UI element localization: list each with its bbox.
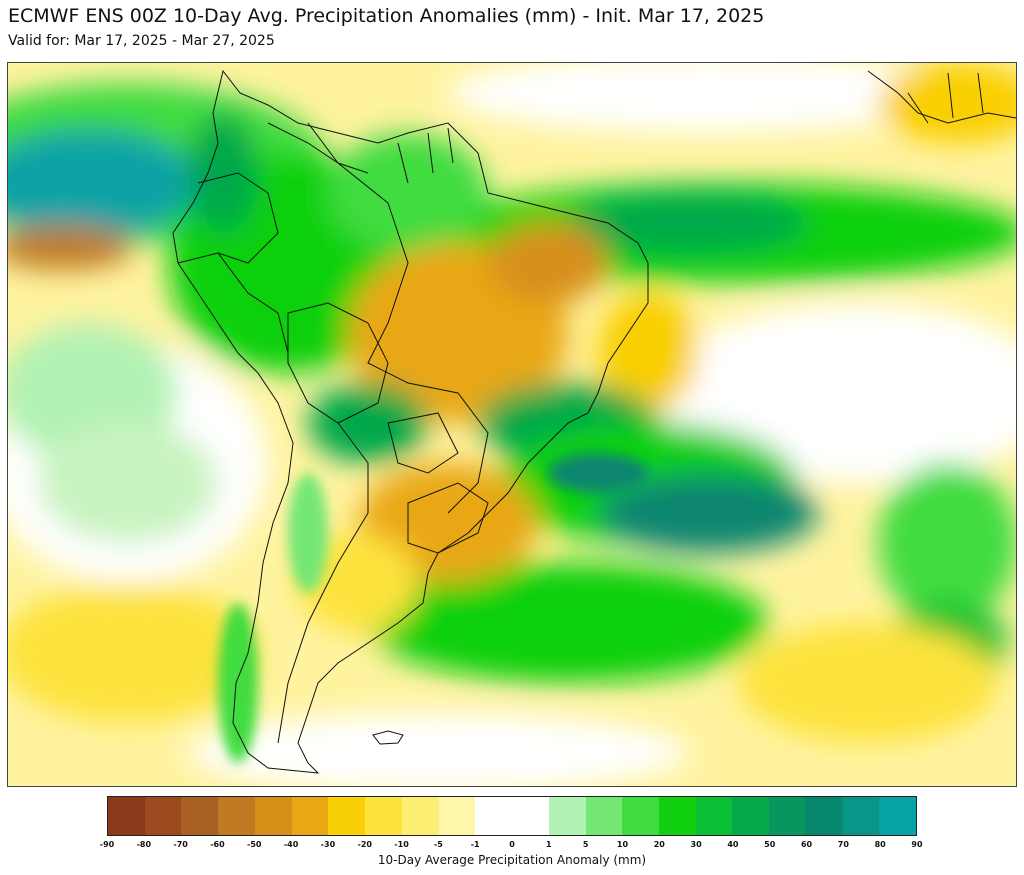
color-scale-tick: -30 bbox=[320, 840, 336, 849]
bolivia-border bbox=[287, 302, 389, 424]
color-scale-tick: -10 bbox=[394, 840, 409, 849]
color-scale-tick: -5 bbox=[433, 840, 443, 849]
color-scale-tick: 90 bbox=[911, 840, 923, 849]
guiana-borders bbox=[397, 127, 454, 184]
color-scale-tick: 5 bbox=[582, 840, 589, 849]
color-scale-tick: 20 bbox=[653, 840, 665, 849]
venezuela-border bbox=[267, 122, 369, 174]
africa-borders bbox=[907, 72, 984, 124]
chart-title: ECMWF ENS 00Z 10-Day Avg. Precipitation … bbox=[8, 5, 765, 27]
color-scale-bar bbox=[107, 796, 917, 836]
peru-border bbox=[177, 252, 289, 354]
color-swatch bbox=[622, 797, 660, 835]
color-scale-label: 10-Day Average Precipitation Anomaly (mm… bbox=[377, 853, 647, 867]
color-swatch bbox=[144, 797, 182, 835]
color-scale-tick: 50 bbox=[764, 840, 776, 849]
color-scale-tick: -20 bbox=[357, 840, 372, 849]
color-scale-tick: -90 bbox=[99, 840, 115, 849]
valid-period: Valid for: Mar 17, 2025 - Mar 27, 2025 bbox=[8, 33, 275, 49]
color-scale-tick: -1 bbox=[470, 840, 480, 849]
color-scale-tick: 30 bbox=[690, 840, 702, 849]
color-swatch bbox=[769, 797, 806, 835]
color-scale-tick: 70 bbox=[837, 840, 849, 849]
brazil-border bbox=[307, 122, 489, 514]
color-swatch bbox=[291, 797, 329, 835]
falkland-islands bbox=[372, 730, 404, 745]
paraguay-border bbox=[387, 412, 459, 474]
color-scale-ticks: -90 -80 -70 -60 -50 -40 -30 -20 -10 -5 -1 0 1 5 10 20 30… bbox=[100, 840, 923, 852]
colombia-border bbox=[197, 172, 279, 264]
color-swatch bbox=[108, 797, 145, 835]
color-swatch bbox=[842, 797, 880, 835]
africa-coastline bbox=[867, 70, 1016, 124]
argentina-border bbox=[277, 422, 369, 744]
color-scale-tick: -40 bbox=[283, 840, 299, 849]
color-swatch bbox=[512, 797, 549, 835]
color-scale-tick: -50 bbox=[247, 840, 262, 849]
color-scale-tick: 1 bbox=[546, 840, 552, 849]
color-scale-tick: 40 bbox=[727, 840, 739, 849]
color-swatch bbox=[548, 797, 586, 835]
anomaly-field bbox=[8, 63, 1016, 786]
uruguay-border bbox=[407, 482, 489, 554]
color-swatch bbox=[805, 797, 843, 835]
color-scale-tick: 60 bbox=[800, 840, 813, 849]
color-scale-tick: -80 bbox=[136, 840, 152, 849]
color-swatch bbox=[585, 797, 623, 835]
color-scale-tick: -70 bbox=[173, 840, 188, 849]
color-swatch bbox=[438, 797, 476, 835]
color-swatch bbox=[401, 797, 439, 835]
color-swatch bbox=[475, 797, 513, 835]
color-swatch bbox=[695, 797, 733, 835]
color-swatch bbox=[328, 797, 366, 835]
south-america-coastline bbox=[172, 69, 649, 774]
color-swatch bbox=[879, 797, 917, 835]
color-swatch bbox=[218, 797, 255, 835]
color-scale-tick: 80 bbox=[874, 840, 886, 849]
color-swatch bbox=[659, 797, 696, 835]
precipitation-anomaly-map bbox=[7, 62, 1017, 787]
color-swatch bbox=[732, 797, 770, 835]
country-borders bbox=[172, 69, 1016, 774]
color-scale-tick: 10 bbox=[616, 840, 629, 849]
color-swatch bbox=[365, 797, 402, 835]
color-swatch bbox=[254, 797, 292, 835]
color-scale-tick: -60 bbox=[210, 840, 225, 849]
color-swatch bbox=[181, 797, 219, 835]
color-scale-tick: 0 bbox=[509, 840, 515, 849]
